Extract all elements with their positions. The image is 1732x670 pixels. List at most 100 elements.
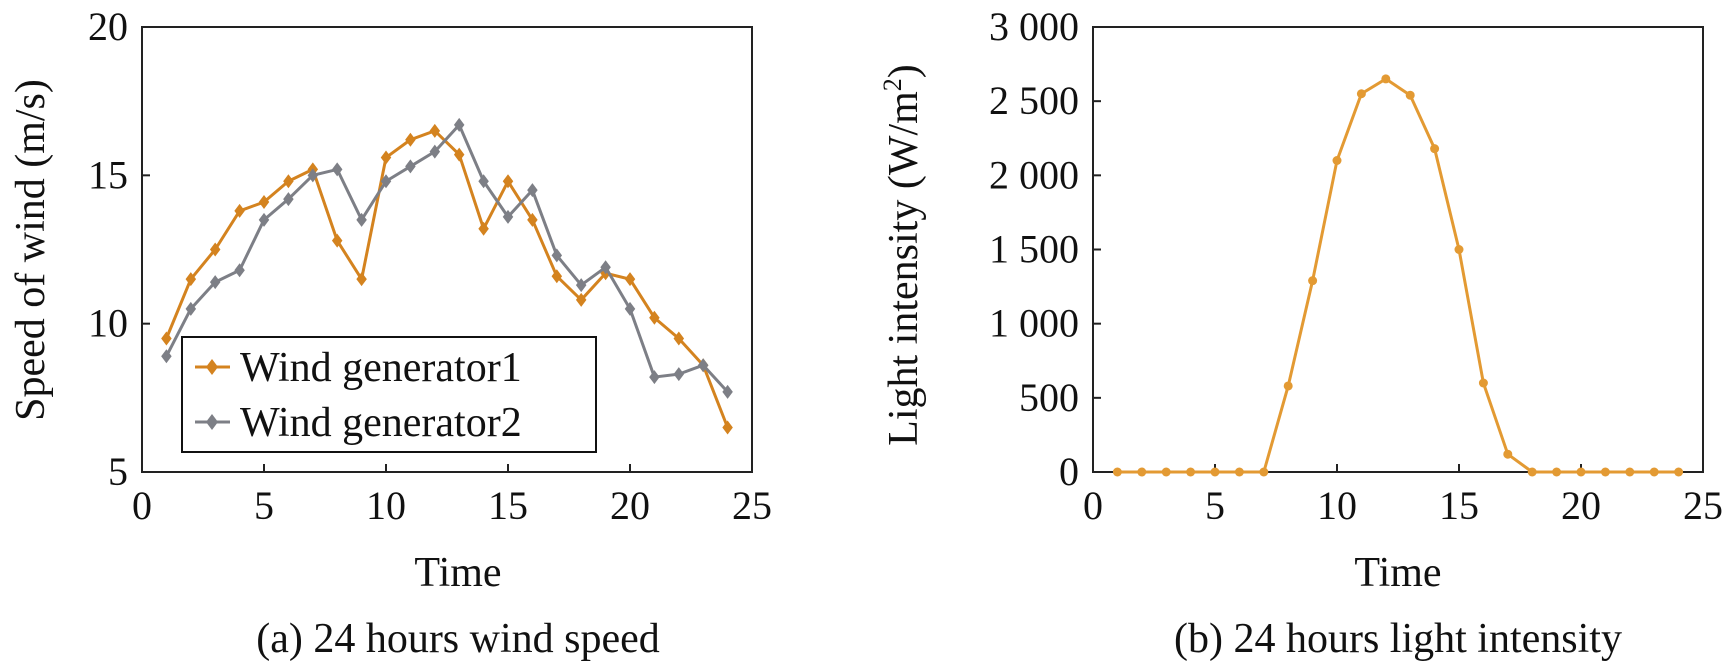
data-point [356, 212, 367, 227]
y-tick-label: 1 000 [989, 301, 1079, 346]
light-intensity-chart: 0 500 1 000 1 500 2 000 2 500 3 000 0 5 10 15 20 25… [878, 4, 1723, 662]
y-axis: 0 500 1 000 1 500 2 000 2 500 3 000 [989, 4, 1101, 494]
series-line-wind-generator2 [165, 123, 729, 393]
x-tick-label: 20 [610, 483, 650, 528]
x-axis: 0 5 10 15 20 25 [132, 464, 772, 528]
y-tick-label: 2 000 [989, 152, 1079, 197]
data-point [283, 192, 294, 207]
x-tick-label: 5 [254, 483, 274, 528]
data-point [234, 203, 245, 218]
data-point [1234, 467, 1244, 477]
legend: Wind generator1 Wind generator2 [181, 336, 597, 453]
x-tick-label: 25 [1683, 483, 1723, 528]
data-point [405, 159, 416, 174]
data-point [1430, 144, 1440, 154]
data-point [331, 162, 343, 177]
y-tick-label: 3 000 [989, 4, 1079, 49]
data-point [527, 212, 538, 227]
data-point [624, 301, 636, 316]
data-point [1674, 467, 1684, 477]
data-point [575, 292, 587, 307]
data-point [624, 272, 636, 287]
data-point [1478, 378, 1488, 388]
data-point [649, 370, 660, 385]
y-axis-label-close: ) [881, 64, 927, 78]
data-point [453, 147, 465, 162]
data-point [185, 301, 197, 316]
data-point [380, 150, 392, 165]
data-point [209, 242, 221, 257]
data-point [405, 132, 416, 147]
legend-box [181, 336, 597, 453]
chart-caption-a: (a) 24 hours wind speed [256, 616, 660, 662]
y-tick-label: 15 [88, 152, 128, 197]
data-point [649, 310, 660, 325]
series-line-light-intensity [1117, 77, 1679, 474]
y-tick-label: 5 [108, 449, 128, 494]
legend-label-wind-generator1: Wind generator1 [240, 345, 522, 391]
data-point [1625, 467, 1635, 477]
y-axis-label-superscript: 2 [878, 78, 907, 91]
x-tick-label: 15 [1439, 483, 1479, 528]
data-point [234, 263, 245, 278]
data-point [551, 248, 563, 263]
x-tick-label: 20 [1561, 483, 1601, 528]
x-tick-label: 0 [132, 483, 152, 528]
data-point [551, 269, 563, 284]
data-point [673, 367, 685, 382]
data-point [478, 174, 489, 189]
x-tick-label: 0 [1083, 483, 1103, 528]
data-point [1186, 467, 1196, 477]
data-point [1308, 276, 1318, 286]
data-point [1600, 467, 1610, 477]
data-point [527, 183, 538, 198]
data-point [673, 331, 685, 346]
data-point [1503, 449, 1513, 459]
legend-marker-wind-generator1 [206, 359, 218, 375]
data-point [1332, 156, 1342, 165]
data-point [1356, 89, 1366, 99]
y-tick-label: 0 [1059, 449, 1079, 494]
data-point [697, 358, 709, 373]
y-tick-label: 2 500 [989, 78, 1079, 123]
data-point [1454, 245, 1464, 254]
data-point [1576, 467, 1586, 477]
x-tick-label: 10 [366, 483, 406, 528]
data-point [1112, 467, 1122, 477]
x-tick-label: 25 [732, 483, 772, 528]
data-point [429, 123, 441, 138]
data-point [209, 275, 221, 290]
x-axis-label: Time [414, 550, 501, 596]
series-layer [1112, 74, 1684, 477]
data-point [1649, 467, 1659, 477]
data-point [1259, 467, 1269, 477]
plot-frame [141, 26, 753, 473]
data-point [502, 174, 514, 189]
x-tick-label: 15 [488, 483, 528, 528]
data-point [1137, 467, 1147, 477]
y-tick-label: 20 [88, 4, 128, 49]
data-point [331, 233, 343, 248]
data-point [161, 349, 172, 364]
data-point [185, 272, 197, 287]
data-point [1552, 467, 1562, 477]
data-point [380, 174, 392, 189]
x-tick-label: 5 [1205, 483, 1225, 528]
data-point [283, 174, 294, 189]
y-tick-label: 1 500 [989, 227, 1079, 272]
data-point [258, 195, 270, 210]
data-point [161, 331, 172, 346]
data-point [1210, 467, 1220, 477]
data-point [478, 221, 489, 236]
y-axis-label-main: Light intensity (W/m [881, 91, 927, 446]
chart-caption-b: (b) 24 hours light intensity [1174, 616, 1622, 662]
legend-label-wind-generator2: Wind generator2 [240, 400, 522, 446]
x-axis-label: Time [1354, 550, 1441, 596]
data-point [1381, 74, 1391, 84]
plot-frame [1092, 26, 1704, 473]
x-axis: 0 5 10 15 20 25 [1083, 464, 1723, 528]
y-tick-label: 10 [88, 301, 128, 346]
data-point [1161, 467, 1171, 477]
data-point [1527, 467, 1537, 477]
